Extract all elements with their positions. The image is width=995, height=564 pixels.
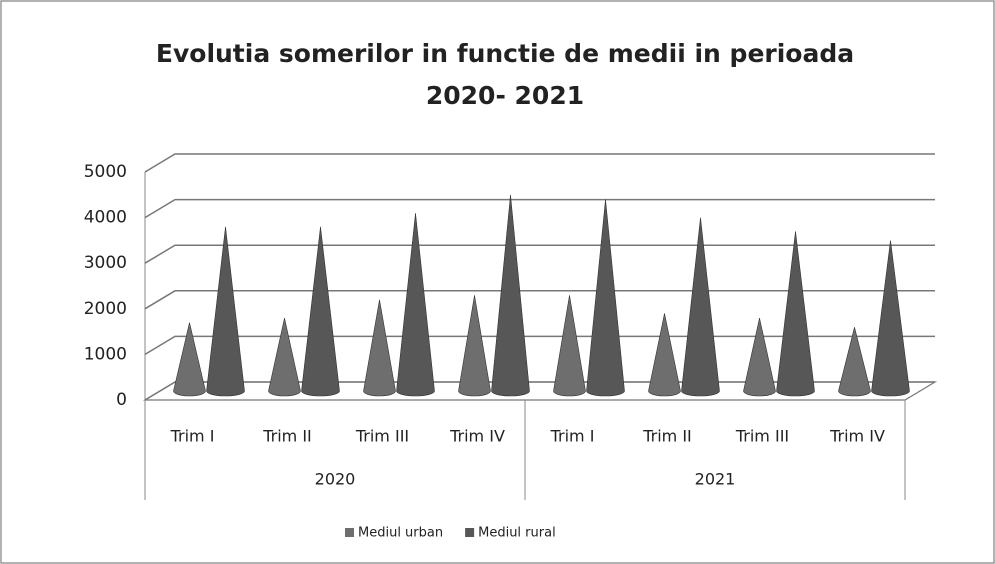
x-tick-label: Trim IV (829, 427, 885, 446)
x-tick-label: Trim IV (449, 427, 505, 446)
cone (838, 327, 871, 397)
chart-title: 2020- 2021 (426, 81, 584, 110)
grid-line (144, 153, 935, 173)
x-tick-label: Trim III (735, 427, 789, 446)
cone (743, 317, 776, 397)
cone (648, 313, 681, 397)
floor (142, 381, 938, 401)
cone (681, 217, 720, 397)
legend-label: Mediul rural (478, 526, 556, 541)
x-tick-label: Trim II (262, 427, 312, 446)
group-label: 2021 (695, 470, 736, 489)
cone (268, 317, 301, 397)
cone (871, 240, 910, 397)
y-tick-label: 4000 (84, 208, 127, 228)
cone (206, 226, 245, 397)
legend-label: Mediul urban (358, 526, 443, 541)
group-label: 2020 (315, 470, 356, 489)
y-tick-label: 0 (116, 390, 127, 410)
legend-swatch (465, 528, 475, 537)
legend-swatch (345, 528, 354, 537)
x-tick-label: Trim I (170, 427, 215, 446)
grid-line (144, 335, 935, 356)
cone (363, 299, 396, 397)
y-tick-label: 5000 (84, 162, 127, 182)
grid-line (144, 198, 935, 219)
x-tick-label: Trim III (355, 427, 409, 446)
cone (458, 295, 491, 397)
grid-line (144, 244, 935, 264)
cone (491, 194, 530, 397)
chart-title: Evolutia somerilor in functie de medii i… (156, 39, 854, 68)
cone (586, 199, 625, 397)
x-tick-label: Trim I (550, 427, 595, 446)
y-tick-label: 1000 (84, 344, 127, 364)
cone (553, 295, 586, 397)
cone (776, 231, 815, 397)
x-tick-label: Trim II (642, 427, 692, 446)
cone (173, 322, 206, 397)
y-tick-label: 2000 (84, 299, 127, 319)
cone (396, 213, 435, 397)
cone (301, 226, 340, 397)
y-tick-label: 3000 (84, 253, 127, 273)
grid-line (144, 290, 935, 310)
